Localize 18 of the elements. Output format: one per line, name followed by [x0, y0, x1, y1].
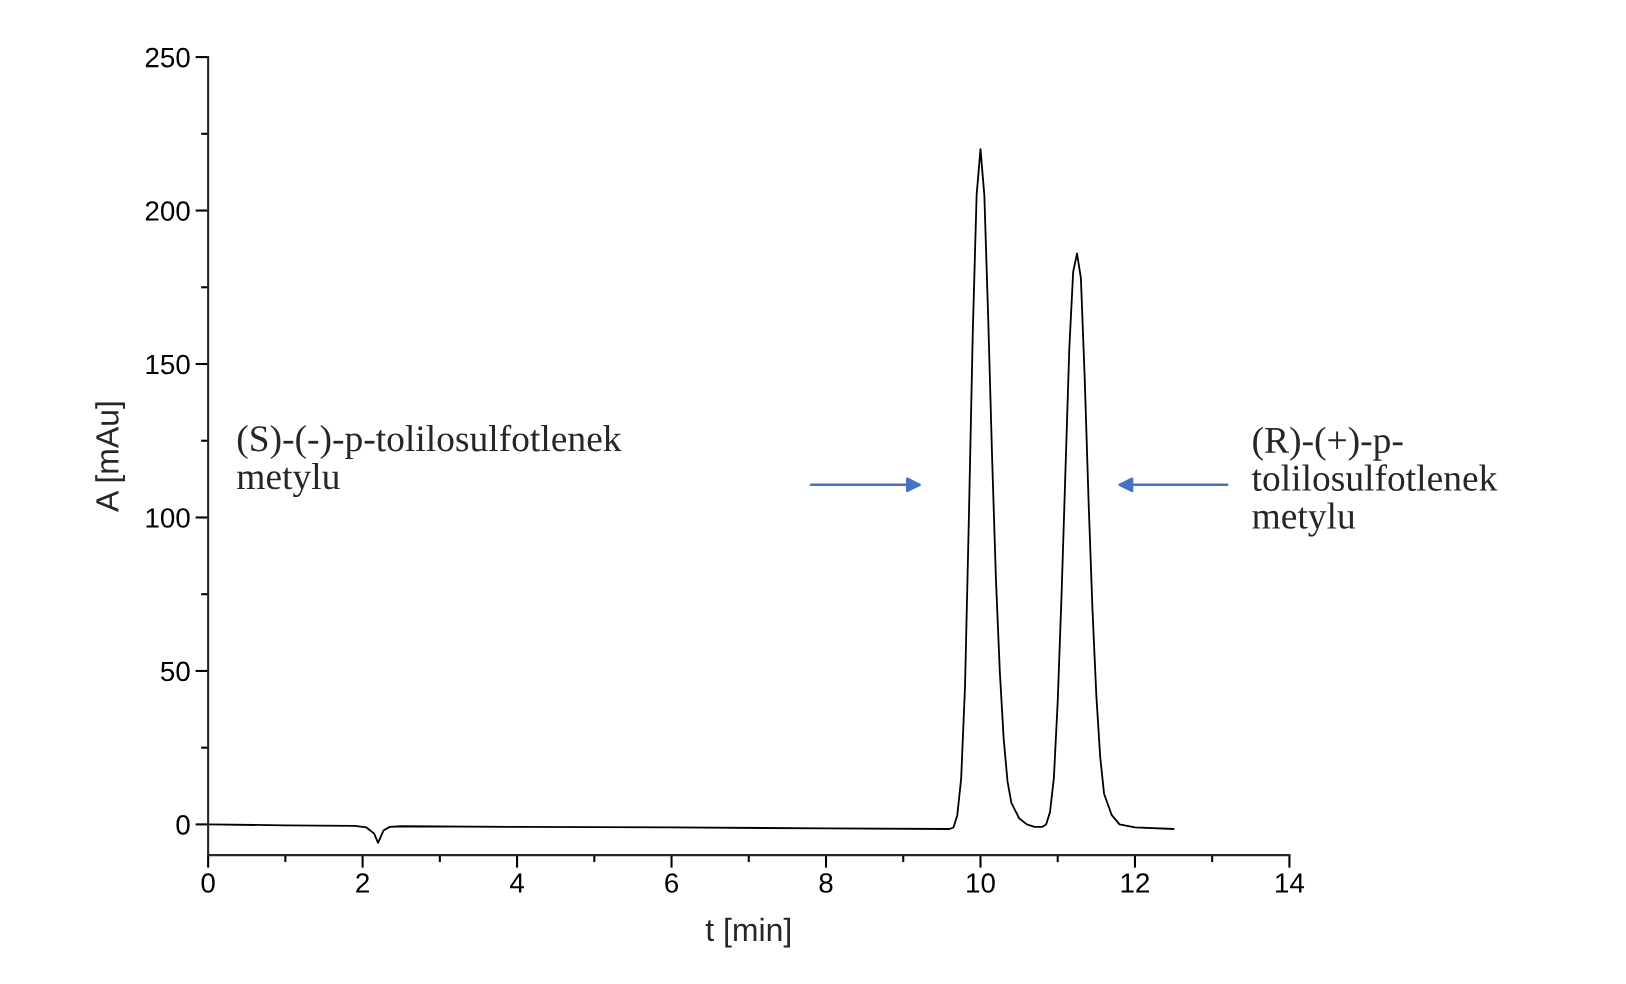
- annotation: (R)-(+)-p- tolilosulfotlenek metylu: [1251, 426, 1498, 537]
- x-tick-label: 14: [1276, 873, 1305, 893]
- y-tick-label: 250: [145, 47, 190, 68]
- y-tick-label: 200: [145, 201, 190, 221]
- y-tick-label: 0: [176, 815, 190, 835]
- x-tick-label: 6: [665, 873, 679, 893]
- x-tick-label: 10: [967, 873, 995, 893]
- y-tick-label: 50: [160, 661, 190, 682]
- x-tick-label: 0: [201, 873, 215, 893]
- x-axis-title: t [min]: [705, 917, 790, 948]
- x-tick-label: 12: [1121, 873, 1149, 893]
- x-tick-label: 4: [509, 873, 524, 893]
- y-tick-label: 150: [146, 354, 190, 375]
- annotation: (S)-(-)-p-tolilosulfotlenek metylu: [237, 424, 622, 498]
- x-tick-label: 2: [356, 873, 369, 893]
- y-axis-title: A [mAu]: [95, 402, 125, 512]
- y-tick-label: 100: [146, 508, 190, 528]
- x-tick-label: 8: [819, 873, 833, 893]
